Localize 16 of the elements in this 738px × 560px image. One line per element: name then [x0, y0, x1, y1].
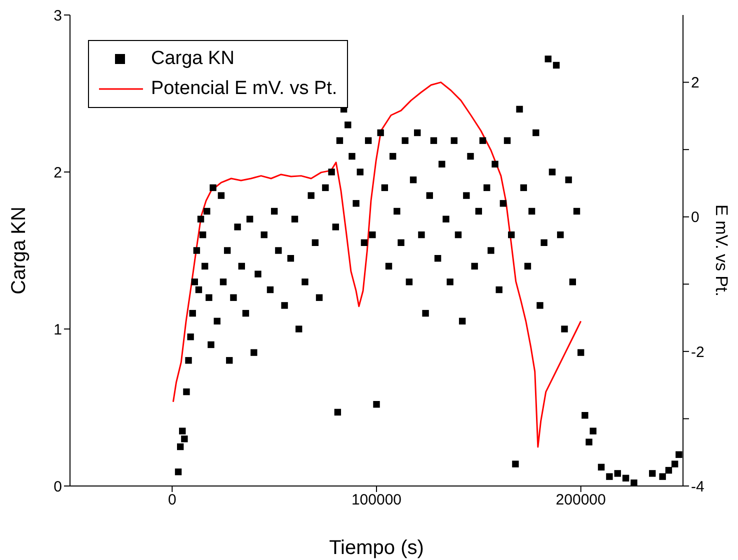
y-tick-label: 0: [54, 478, 62, 496]
y-tick-label: 3: [54, 7, 62, 24]
y-axis-title: Carga KN: [8, 206, 30, 294]
y2-tick-label: 0: [691, 209, 700, 226]
y-tick-label: 1: [54, 321, 62, 338]
y2-axis-title: E mV. vs Pt.: [712, 204, 731, 296]
x-tick-label: 0: [168, 492, 176, 509]
x-tick-label: 100000: [351, 492, 402, 509]
x-axis-title: Tiempo (s): [329, 537, 424, 559]
y2-tick-label: -4: [691, 478, 704, 496]
legend-label: Carga KN: [151, 47, 234, 71]
y2-tick-label: -2: [691, 344, 704, 361]
legend-label: Potencial E mV. vs Pt.: [151, 77, 338, 101]
x-tick-label: 200000: [556, 492, 606, 509]
y2-tick-label: 2: [691, 74, 700, 92]
y-tick-label: 2: [54, 164, 62, 182]
